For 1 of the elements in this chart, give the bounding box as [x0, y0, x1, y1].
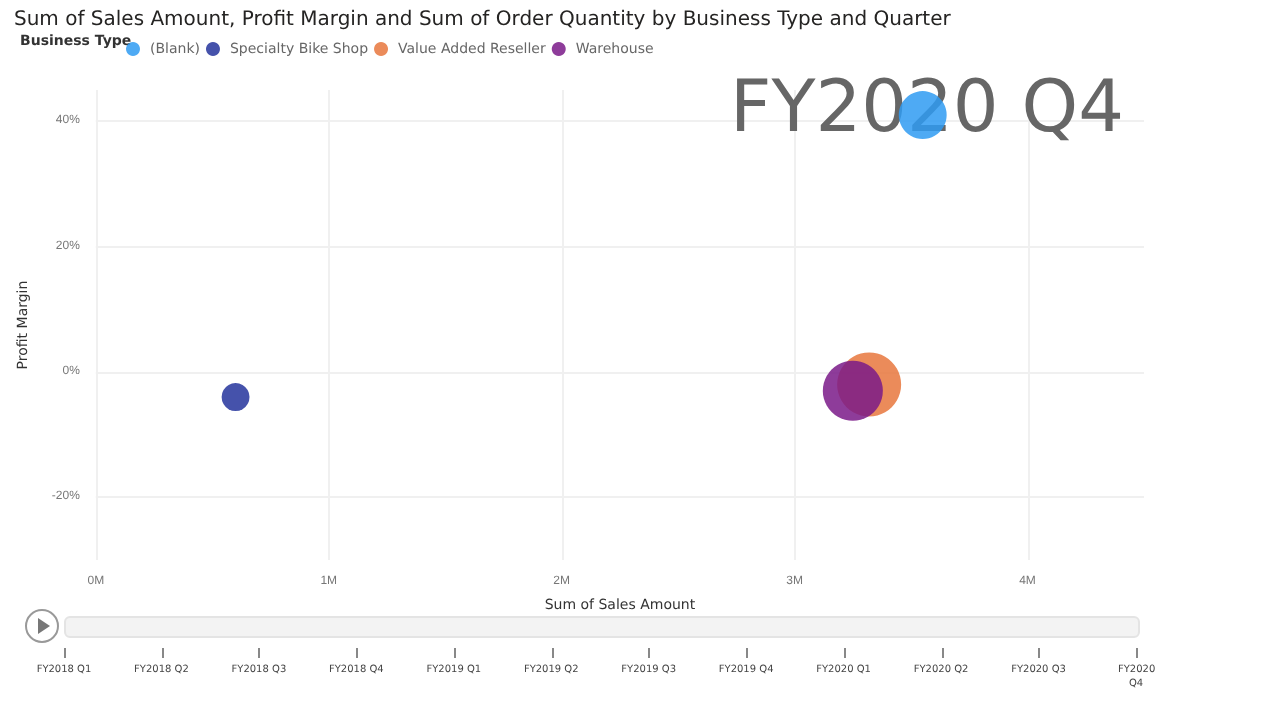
chart-title: Sum of Sales Amount, Profit Margin and Sum of Order Quantity by Business Type and Quarter	[14, 9, 953, 31]
